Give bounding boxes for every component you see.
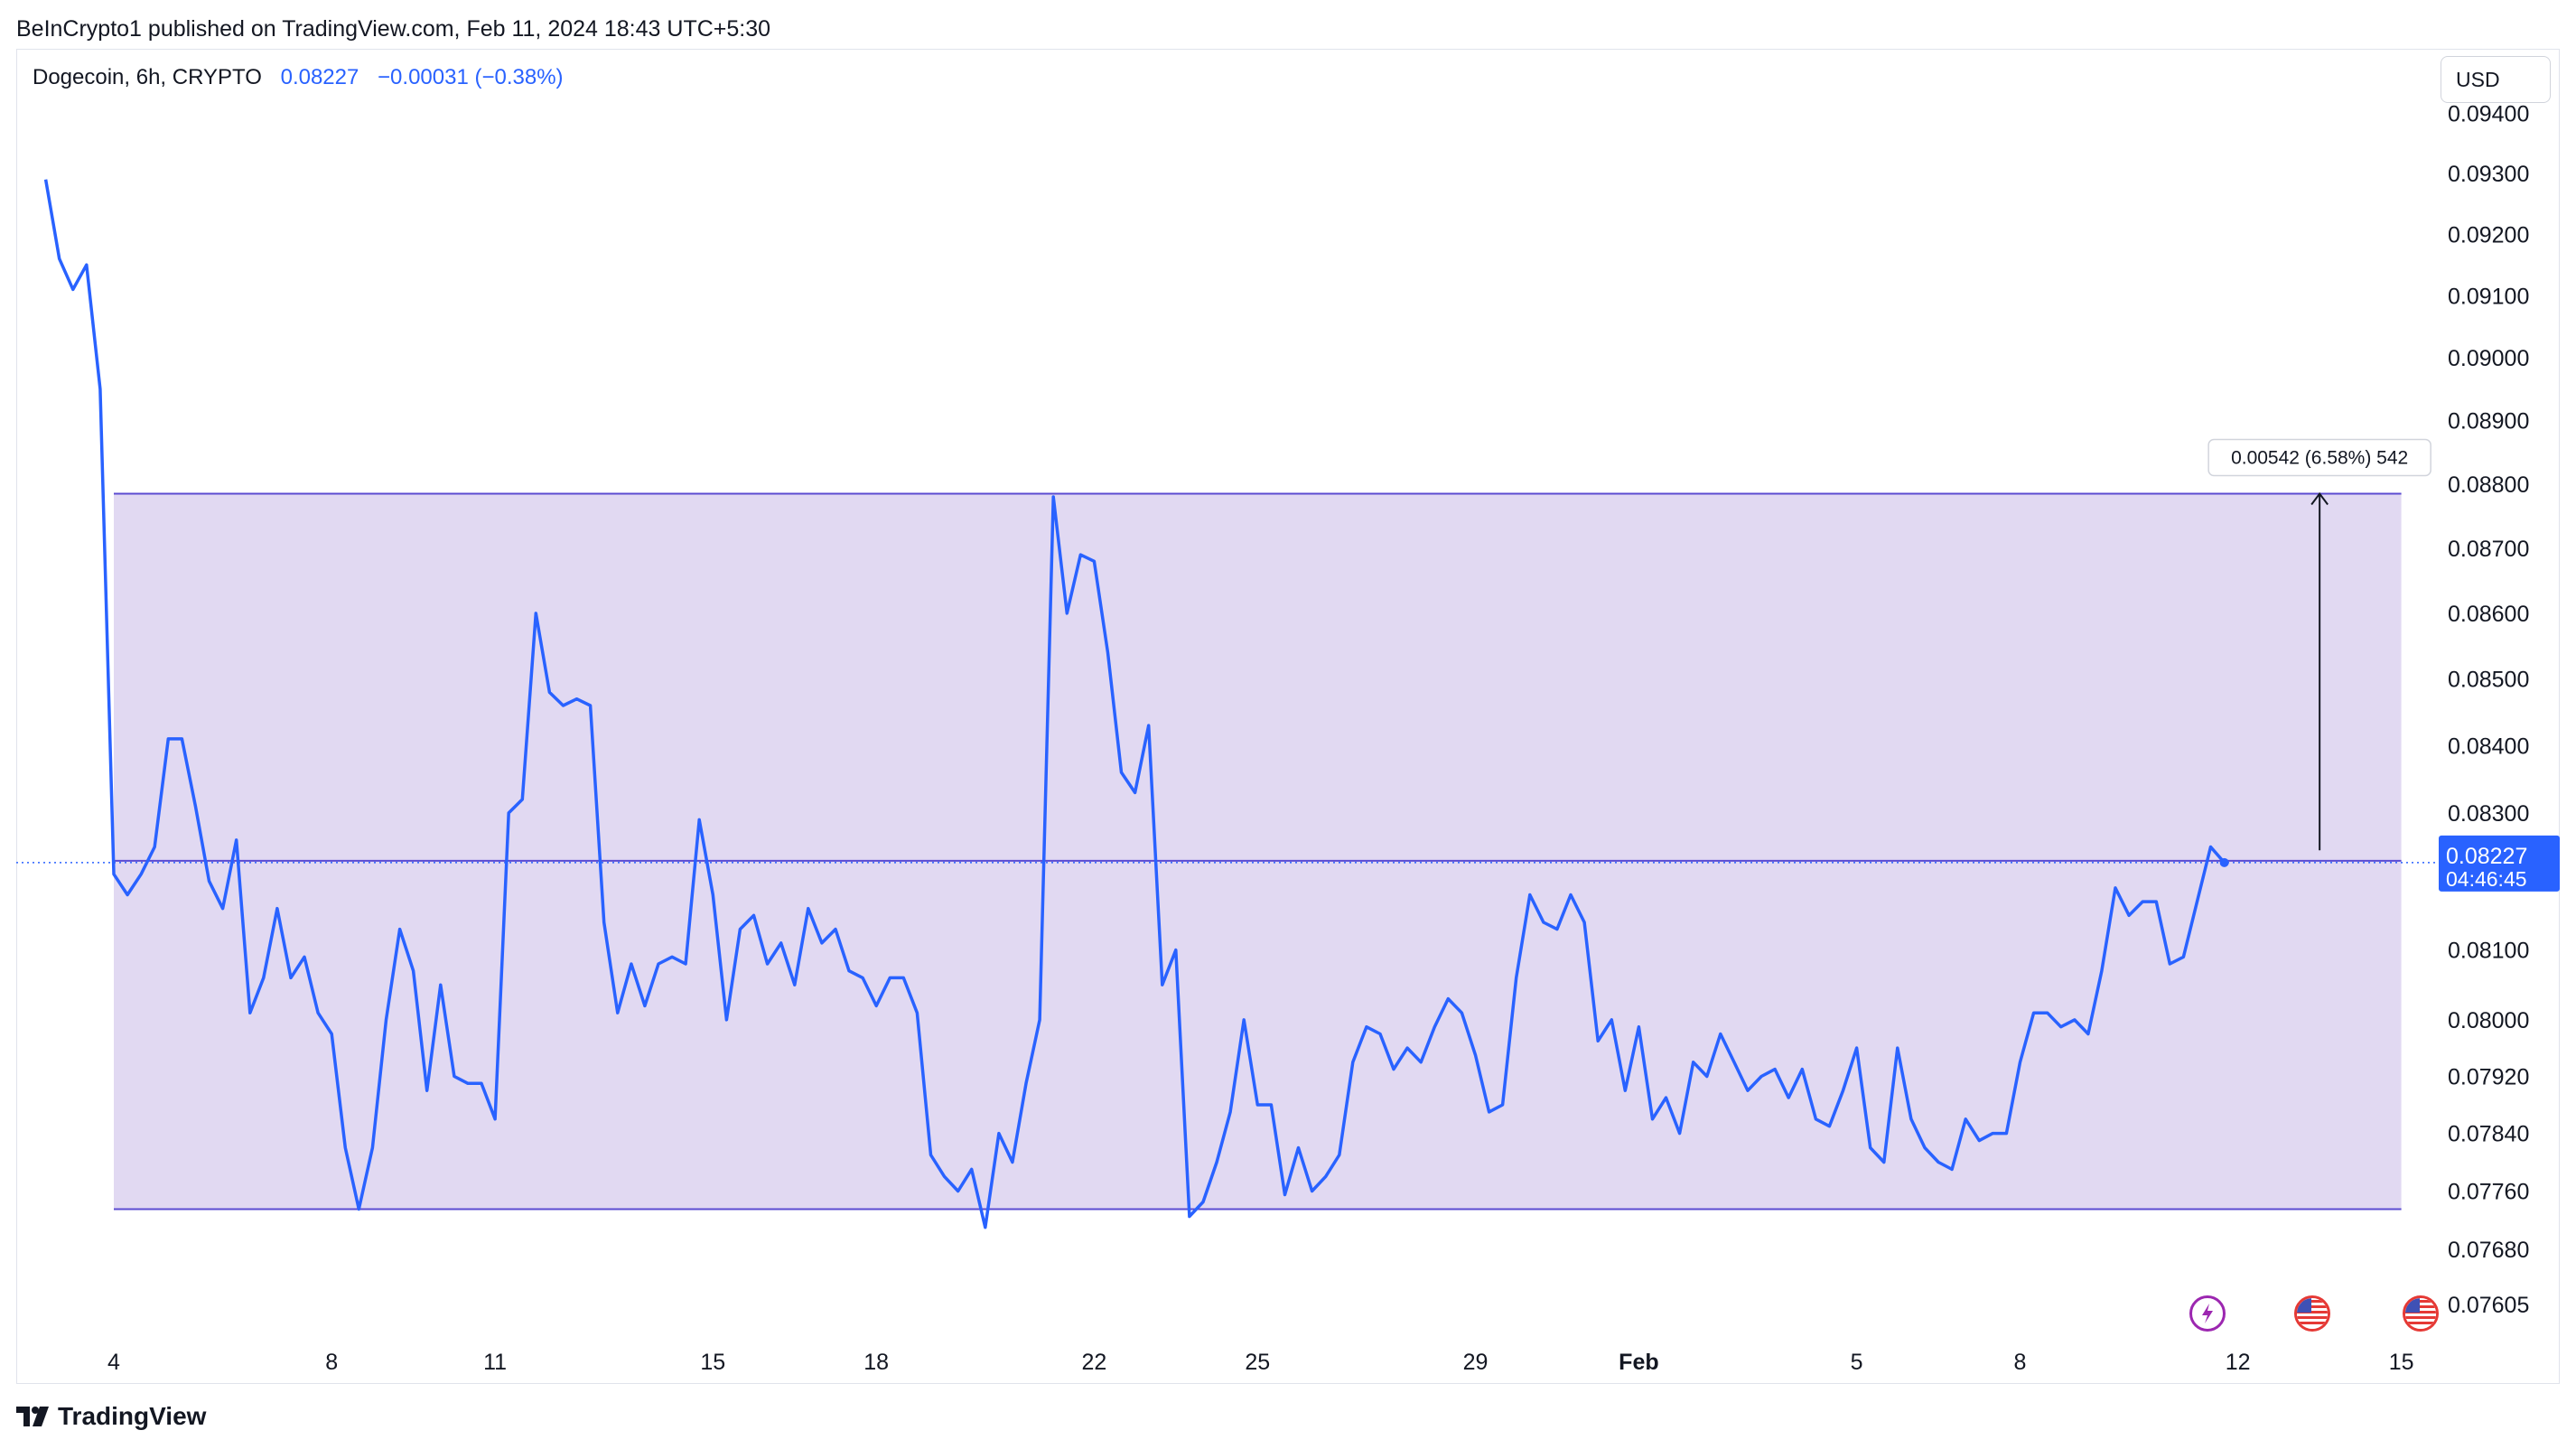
y-tick-label: 0.08500 bbox=[2448, 668, 2529, 693]
x-tick-label: 8 bbox=[325, 1350, 338, 1375]
x-tick-label: 5 bbox=[1851, 1350, 1863, 1375]
y-tick-label: 0.08900 bbox=[2448, 409, 2529, 435]
x-tick-label: 12 bbox=[2226, 1350, 2251, 1375]
measure-label: 0.00542 (6.58%) 542 bbox=[2231, 447, 2408, 468]
legend-symbol: Dogecoin, 6h, CRYPTO bbox=[33, 65, 262, 89]
y-tick-label: 0.07760 bbox=[2448, 1179, 2529, 1204]
x-tick-label: Feb bbox=[1619, 1350, 1658, 1375]
y-tick-label: 0.09200 bbox=[2448, 222, 2529, 248]
x-tick-label: 4 bbox=[107, 1350, 120, 1375]
measure-arrow-head bbox=[2310, 491, 2329, 506]
y-tick-label: 0.09300 bbox=[2448, 162, 2529, 187]
y-tick-label: 0.09000 bbox=[2448, 346, 2529, 371]
publisher-caption: BeInCrypto1 published on TradingView.com… bbox=[16, 16, 771, 42]
legend-change: −0.00031 (−0.38%) bbox=[378, 65, 564, 89]
x-tick-label: 25 bbox=[1245, 1350, 1270, 1375]
x-tick-label: 18 bbox=[863, 1350, 889, 1375]
chart-legend: Dogecoin, 6h, CRYPTO 0.08227 −0.00031 (−… bbox=[33, 65, 564, 90]
x-tick-label: 22 bbox=[1081, 1350, 1106, 1375]
y-tick-label: 0.08600 bbox=[2448, 602, 2529, 627]
last-price-countdown: 04:46:45 bbox=[2446, 867, 2527, 891]
y-tick-label: 0.08300 bbox=[2448, 801, 2529, 827]
y-tick-label: 0.07680 bbox=[2448, 1238, 2529, 1263]
event-us-flag-icon-2[interactable] bbox=[2403, 1295, 2439, 1332]
y-tick-label: 0.08700 bbox=[2448, 537, 2529, 562]
currency-button[interactable]: USD bbox=[2441, 56, 2551, 103]
y-tick-label: 0.08100 bbox=[2448, 939, 2529, 964]
event-us-flag-icon[interactable] bbox=[2294, 1295, 2330, 1332]
legend-price: 0.08227 bbox=[280, 65, 359, 89]
x-tick-label: 15 bbox=[700, 1350, 725, 1375]
x-tick-label: 8 bbox=[2014, 1350, 2027, 1375]
x-tick-label: 15 bbox=[2389, 1350, 2414, 1375]
tradingview-logo-icon bbox=[16, 1407, 49, 1426]
x-tick-label: 29 bbox=[1463, 1350, 1489, 1375]
y-tick-label: 0.07920 bbox=[2448, 1064, 2529, 1089]
y-tick-label: 0.08800 bbox=[2448, 472, 2529, 498]
y-tick-label: 0.07605 bbox=[2448, 1293, 2529, 1318]
y-tick-label: 0.07840 bbox=[2448, 1122, 2529, 1147]
footer-brand: TradingView bbox=[16, 1402, 206, 1431]
y-tick-label: 0.09100 bbox=[2448, 284, 2529, 309]
price-line[interactable] bbox=[43, 179, 2226, 1229]
last-price-badge bbox=[2439, 835, 2560, 892]
x-tick-label: 11 bbox=[483, 1350, 507, 1375]
chart-frame bbox=[16, 49, 2560, 1384]
y-tick-label: 0.08400 bbox=[2448, 734, 2529, 759]
event-lightning-icon[interactable] bbox=[2189, 1295, 2226, 1332]
y-tick-label: 0.08000 bbox=[2448, 1008, 2529, 1033]
last-price-badge-value: 0.08227 bbox=[2446, 844, 2527, 869]
measure-label-box bbox=[2207, 438, 2431, 477]
y-tick-label: 0.09400 bbox=[2448, 101, 2529, 126]
last-price-dot bbox=[2219, 857, 2229, 867]
footer-brand-text: TradingView bbox=[58, 1402, 207, 1430]
